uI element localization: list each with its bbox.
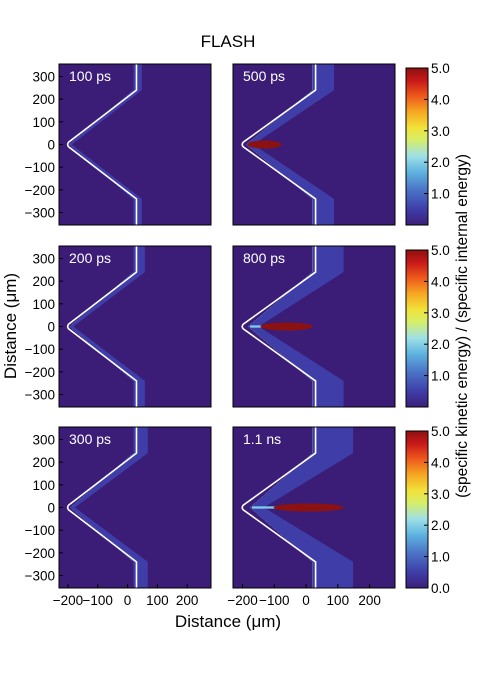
jet-head xyxy=(273,503,344,512)
x-tick-label: 200 xyxy=(176,593,199,608)
energy-band xyxy=(248,246,344,407)
target-outline xyxy=(241,246,317,407)
x-tick-label: 100 xyxy=(327,593,350,608)
target-outline xyxy=(241,64,317,225)
colorbar-label: (specific kinetic energy) / (specific in… xyxy=(454,154,471,498)
y-tick-label: −300 xyxy=(25,388,55,403)
colorbar-tick-label: 2.0 xyxy=(431,518,450,533)
panel-time-label: 100 ps xyxy=(69,68,111,84)
colorbar-tick-label: 3.0 xyxy=(431,124,450,139)
colorbar-tick-label: 2.0 xyxy=(431,337,450,352)
y-tick-label: 200 xyxy=(32,274,55,289)
colorbar-tick-label: 0.0 xyxy=(431,581,450,596)
y-tick-label: 200 xyxy=(32,92,55,107)
panel-frame xyxy=(232,426,396,589)
colorbar-tick-label: 5.0 xyxy=(431,243,450,258)
panel-time-label: 300 ps xyxy=(69,431,111,447)
y-tick-label: 200 xyxy=(32,455,55,470)
panel-time-label: 800 ps xyxy=(243,250,285,266)
colorbar-tick-label: 1.0 xyxy=(431,187,450,202)
target-outline xyxy=(66,246,138,407)
energy-band xyxy=(69,64,142,225)
colorbar-tick-label: 1.0 xyxy=(431,550,450,565)
target-outline xyxy=(66,64,138,225)
energy-band xyxy=(70,427,148,588)
colorbar-tick-label: 5.0 xyxy=(431,424,450,439)
y-tick-label: 0 xyxy=(47,501,55,516)
y-axis-label: Distance (μm) xyxy=(1,273,20,379)
y-tick-label: 300 xyxy=(32,69,55,84)
colorbar-tick-label: 1.0 xyxy=(431,369,450,384)
x-tick-label: 0 xyxy=(302,593,310,608)
jet-head xyxy=(260,322,313,331)
y-tick-label: 0 xyxy=(47,320,55,335)
energy-band xyxy=(69,246,145,407)
x-tick-label: −100 xyxy=(83,593,113,608)
panel: 800 ps xyxy=(232,245,396,408)
x-tick-label: 100 xyxy=(146,593,169,608)
y-tick-label: 100 xyxy=(32,297,55,312)
y-tick-label: 300 xyxy=(32,251,55,266)
x-tick-label: −100 xyxy=(259,593,289,608)
colorbar-tick-label: 3.0 xyxy=(431,487,450,502)
y-tick-label: −100 xyxy=(25,160,55,175)
colorbar: 5.0 4.0 3.0 2.0 1.0 xyxy=(405,243,450,408)
y-tick-label: −100 xyxy=(25,523,55,538)
panel: 500 ps xyxy=(232,63,396,226)
y-tick-label: −300 xyxy=(25,206,55,221)
x-tick-label: 200 xyxy=(358,593,381,608)
panel-time-label: 200 ps xyxy=(69,250,111,266)
energy-band xyxy=(250,427,354,588)
colorbar: 5.0 4.0 3.0 2.0 1.0 0.0 xyxy=(405,424,450,596)
colorbar-tick-label: 4.0 xyxy=(431,455,450,470)
target-outline xyxy=(241,427,317,588)
panel-frame xyxy=(232,245,396,408)
x-tick-label: −200 xyxy=(53,593,83,608)
y-tick-label: 300 xyxy=(32,432,55,447)
panel-time-label: 500 ps xyxy=(243,68,285,84)
jet-head xyxy=(247,140,282,149)
y-tick-label: 100 xyxy=(32,478,55,493)
panel: 1.1 ns −200 −100 0 100 200 xyxy=(227,426,396,608)
y-tick-label: 100 xyxy=(32,115,55,130)
panel: 100 ps 300 200 100 0 −100 −200 −300 xyxy=(25,63,212,226)
y-tick-label: −200 xyxy=(25,365,55,380)
x-tick-label: 0 xyxy=(124,593,132,608)
colorbar-tick-label: 2.0 xyxy=(431,155,450,170)
y-tick-label: −200 xyxy=(25,546,55,561)
colorbar-gradient xyxy=(405,249,429,408)
x-tick-label: −200 xyxy=(227,593,257,608)
y-tick-label: 0 xyxy=(47,138,55,153)
colorbar-tick-label: 4.0 xyxy=(431,274,450,289)
energy-band xyxy=(246,64,335,225)
colorbar-gradient xyxy=(405,67,429,226)
panel: 200 ps 300 200 100 0 −100 −200 −300 xyxy=(25,245,212,408)
target-outline xyxy=(66,427,138,588)
x-axis-label: Distance (μm) xyxy=(175,612,281,631)
colorbar: 5.0 4.0 3.0 2.0 1.0 xyxy=(405,61,450,226)
colorbar-gradient xyxy=(405,430,429,589)
y-tick-label: −200 xyxy=(25,183,55,198)
colorbar-tick-label: 4.0 xyxy=(431,92,450,107)
chart-title: FLASH xyxy=(201,32,256,51)
colorbar-tick-label: 3.0 xyxy=(431,306,450,321)
y-tick-label: −100 xyxy=(25,342,55,357)
panel-time-label: 1.1 ns xyxy=(243,431,281,447)
colorbar-tick-label: 5.0 xyxy=(431,61,450,76)
y-tick-label: −300 xyxy=(25,569,55,584)
panel-frame xyxy=(232,63,396,226)
